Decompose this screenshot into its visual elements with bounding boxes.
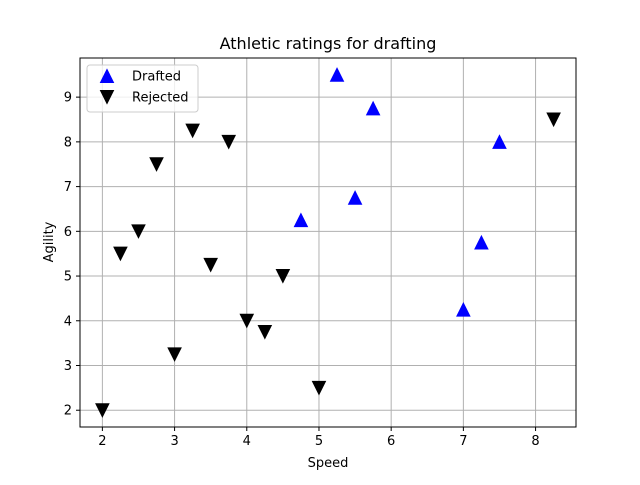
y-tick-label: 4 (64, 314, 72, 329)
rejected-point (113, 246, 128, 262)
data-points (95, 67, 561, 418)
x-tick-label: 2 (98, 434, 106, 449)
grid (80, 58, 576, 427)
rejected-point (185, 123, 200, 139)
drafted-point (347, 190, 363, 205)
y-tick-label: 9 (64, 91, 72, 106)
y-tick-label: 2 (64, 404, 72, 419)
x-tick-label: 5 (315, 434, 323, 449)
drafted-point (456, 301, 471, 317)
rejected-point (203, 257, 218, 273)
y-axis-label: Agility (42, 221, 57, 262)
drafted-point (365, 100, 381, 116)
rejected-point (239, 313, 255, 329)
rejected-point (311, 380, 327, 396)
y-tick-label: 8 (64, 135, 72, 150)
rejected-point (257, 324, 273, 340)
x-tick-label: 8 (531, 434, 539, 449)
rejected-point (167, 347, 182, 362)
drafted-point (474, 234, 489, 250)
rejected-point (221, 134, 237, 150)
rejected-point (95, 403, 110, 418)
x-tick-label: 3 (170, 434, 178, 449)
x-tick-label: 4 (243, 434, 251, 449)
drafted-point (293, 212, 309, 228)
rejected-point (149, 157, 164, 172)
legend-marker-drafted (99, 68, 115, 83)
drafted-point (329, 67, 345, 82)
legend-marker-rejected (99, 90, 115, 105)
axis-ticks: 2 3 4 5 6 7 8 2 3 4 5 6 7 8 9 (64, 91, 540, 449)
legend-label-rejected: Rejected (132, 91, 189, 106)
legend-label-drafted: Drafted (132, 70, 181, 85)
legend-box (86, 64, 199, 113)
rejected-point (546, 112, 561, 128)
drafted-point (492, 134, 507, 149)
chart-title: Athletic ratings for drafting (220, 34, 437, 53)
plot-area-frame (79, 57, 577, 428)
y-tick-label: 3 (64, 359, 72, 374)
rejected-point (131, 224, 146, 239)
y-tick-label: 5 (64, 270, 72, 285)
y-tick-label: 6 (64, 225, 72, 240)
x-tick-label: 6 (387, 434, 395, 449)
x-axis-label: Speed (308, 456, 349, 471)
legend: Drafted Rejected (86, 64, 199, 113)
x-tick-label: 7 (459, 434, 467, 449)
rejected-point (275, 269, 291, 284)
y-tick-label: 7 (64, 180, 72, 195)
